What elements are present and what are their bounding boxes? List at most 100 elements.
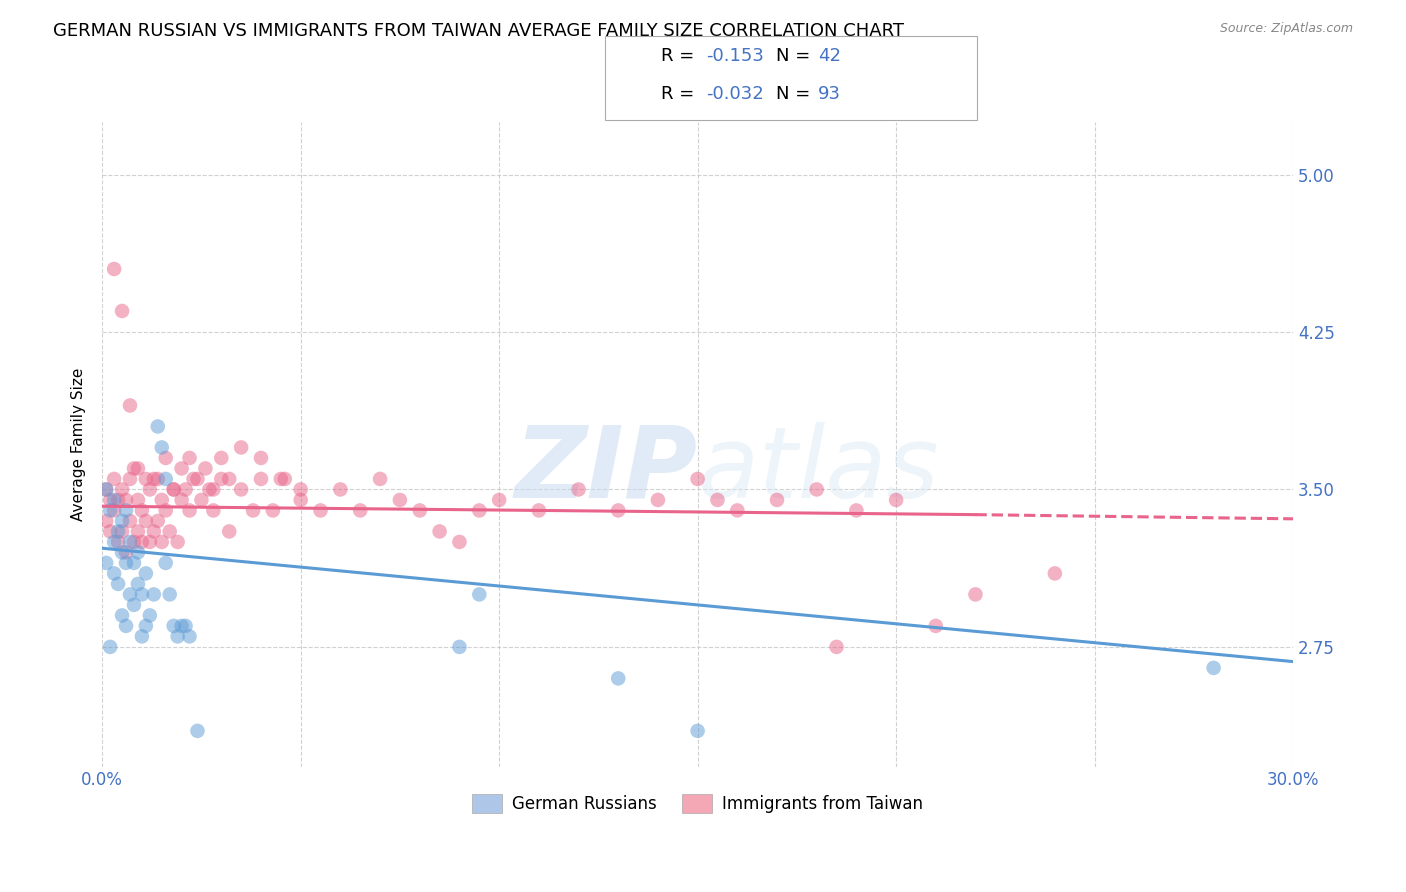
Text: GERMAN RUSSIAN VS IMMIGRANTS FROM TAIWAN AVERAGE FAMILY SIZE CORRELATION CHART: GERMAN RUSSIAN VS IMMIGRANTS FROM TAIWAN… [53,22,904,40]
Point [146,514,169,528]
Text: atlas: atlas [697,422,939,518]
Point [884,492,907,507]
Point [527,503,550,517]
Point [115,556,138,570]
Point [135,472,157,486]
Point [174,619,197,633]
Point [118,535,141,549]
Point [155,556,177,570]
Point [159,524,181,539]
Point [103,566,125,581]
Point [1043,566,1066,581]
Point [209,472,232,486]
Point [111,608,134,623]
Point [190,492,212,507]
Point [155,450,177,465]
Point [118,399,141,413]
Point [150,492,173,507]
Point [290,483,312,497]
Point [122,461,145,475]
Point [166,629,188,643]
Point [309,503,332,517]
Point [135,619,157,633]
Point [290,492,312,507]
Point [262,503,284,517]
Text: N =: N = [776,85,815,103]
Point [163,483,186,497]
Point [170,461,193,475]
Point [806,483,828,497]
Point [146,419,169,434]
Point [103,262,125,277]
Point [686,723,709,738]
Text: -0.153: -0.153 [706,47,763,65]
Point [103,492,125,507]
Point [115,503,138,517]
Point [349,503,371,517]
Point [242,503,264,517]
Point [150,535,173,549]
Point [925,619,948,633]
Text: ZIP: ZIP [515,422,697,518]
Point [103,535,125,549]
Point [409,503,432,517]
Point [127,524,149,539]
Y-axis label: Average Family Size: Average Family Size [72,368,86,521]
Point [209,450,232,465]
Point [488,492,510,507]
Point [274,472,297,486]
Point [98,524,121,539]
Point [1202,661,1225,675]
Point [183,472,205,486]
Point [845,503,868,517]
Point [725,503,748,517]
Point [127,461,149,475]
Point [231,441,253,455]
Point [142,587,165,601]
Point [686,472,709,486]
Point [179,450,201,465]
Point [98,640,121,654]
Point [122,598,145,612]
Point [139,535,162,549]
Point [111,514,134,528]
Point [135,566,157,581]
Point [96,514,118,528]
Point [98,492,121,507]
Point [111,304,134,318]
Point [170,619,193,633]
Point [107,577,129,591]
Point [107,492,129,507]
Point [825,640,848,654]
Point [186,472,208,486]
Point [118,587,141,601]
Point [567,483,589,497]
Point [122,535,145,549]
Point [111,483,134,497]
Point [118,472,141,486]
Point [103,472,125,486]
Point [250,472,273,486]
Point [166,535,188,549]
Point [115,492,138,507]
Point [468,503,491,517]
Legend: German Russians, Immigrants from Taiwan: German Russians, Immigrants from Taiwan [465,787,929,820]
Point [174,483,197,497]
Point [139,608,162,623]
Point [96,483,118,497]
Point [155,503,177,517]
Point [186,723,208,738]
Point [163,483,186,497]
Point [965,587,987,601]
Point [449,640,471,654]
Point [96,556,118,570]
Point [270,472,292,486]
Point [103,503,125,517]
Point [127,577,149,591]
Point [115,619,138,633]
Point [468,587,491,601]
Point [179,629,201,643]
Point [131,629,153,643]
Point [198,483,221,497]
Point [170,492,193,507]
